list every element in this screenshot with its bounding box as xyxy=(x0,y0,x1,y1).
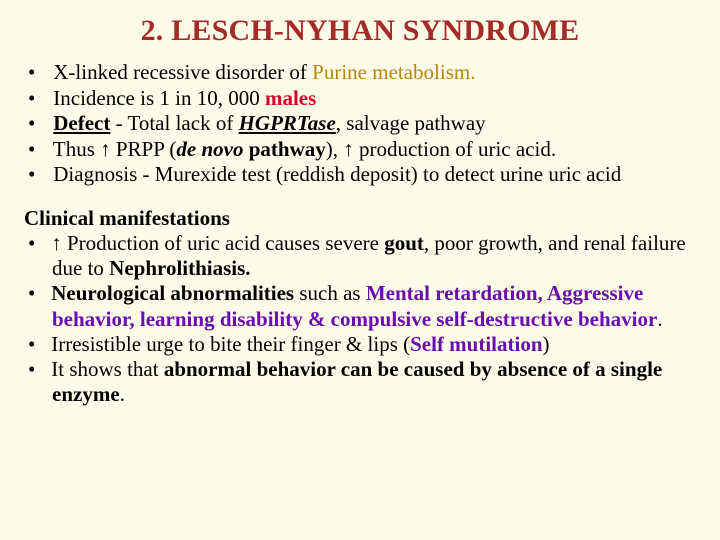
clinical-1-pre: ↑ Production of uric acid causes severe xyxy=(51,231,384,255)
bullet-4: Thus ↑ PRPP (de novo pathway), ↑ product… xyxy=(28,137,696,163)
clinical-2-lead: Neurological abnormalities xyxy=(51,281,294,305)
bullet-2-text: Incidence is 1 in 10, 000 xyxy=(53,86,265,110)
clinical-2-mid: such as xyxy=(294,281,366,305)
clinical-heading: Clinical manifestations xyxy=(24,206,696,231)
bullet-1-text: X-linked recessive disorder of xyxy=(53,60,312,84)
clinical-4-pre: It shows that xyxy=(51,357,164,381)
clinical-3: Irresistible urge to bite their finger &… xyxy=(28,332,696,357)
bullet-2-em: males xyxy=(265,86,316,110)
bullet-5-text: Diagnosis - Murexide test (reddish depos… xyxy=(53,162,621,186)
clinical-1-neph: Nephrolithiasis. xyxy=(109,256,250,280)
clinical-4-dot: . xyxy=(120,382,125,406)
bullet-3-tail: , salvage pathway xyxy=(336,111,486,135)
bullet-3-mid: - Total lack of xyxy=(110,111,238,135)
bullet-1-em: Purine metabolism. xyxy=(312,60,475,84)
clinical-3-post: ) xyxy=(543,332,550,356)
clinical-4: It shows that abnormal behavior can be c… xyxy=(28,357,696,407)
slide-title: 2. LESCH-NYHAN SYNDROME xyxy=(24,14,696,48)
bullet-3-defect: Defect xyxy=(53,111,110,135)
clinical-bullet-list: ↑ Production of uric acid causes severe … xyxy=(24,231,696,407)
clinical-3-em: Self mutilation xyxy=(410,332,542,356)
bullet-4-pre: Thus ↑ PRPP ( xyxy=(53,137,177,161)
bullet-4-pathway: pathway xyxy=(249,137,326,161)
bullet-3: Defect - Total lack of HGPRTase, salvage… xyxy=(28,111,696,137)
bullet-5: Diagnosis - Murexide test (reddish depos… xyxy=(28,162,696,188)
bullet-2: Incidence is 1 in 10, 000 males xyxy=(28,86,696,112)
clinical-3-pre: Irresistible urge to bite their finger &… xyxy=(51,332,410,356)
bullet-4-post: ), ↑ production of uric acid. xyxy=(326,137,556,161)
clinical-1: ↑ Production of uric acid causes severe … xyxy=(28,231,696,281)
bullet-4-denovo: de novo xyxy=(176,137,243,161)
clinical-1-gout: gout xyxy=(384,231,424,255)
clinical-2: Neurological abnormalities such as Menta… xyxy=(28,281,696,331)
main-bullet-list: X-linked recessive disorder of Purine me… xyxy=(24,60,696,188)
bullet-3-enzyme: HGPRTase xyxy=(239,111,336,135)
clinical-2-dot: . xyxy=(657,307,662,331)
bullet-1: X-linked recessive disorder of Purine me… xyxy=(28,60,696,86)
